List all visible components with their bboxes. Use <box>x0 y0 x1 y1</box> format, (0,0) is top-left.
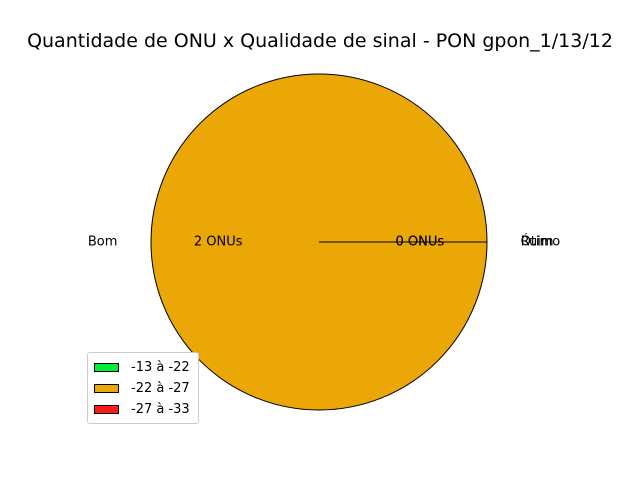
slice-value-label: 0 ONUs <box>395 235 444 250</box>
chart-title: Quantidade de ONU x Qualidade de sinal -… <box>27 30 613 52</box>
slice-category-label: Bom <box>88 235 118 250</box>
legend-swatch <box>94 405 119 414</box>
slice-value-label: 0 ONUs <box>395 235 444 250</box>
legend-item: -27 à -33 <box>94 399 190 420</box>
slice-category-label: Ruim <box>521 235 554 250</box>
legend-swatch <box>94 363 119 372</box>
legend-swatch <box>94 384 119 393</box>
legend-label: -27 à -33 <box>131 402 190 417</box>
slice-value-label: 2 ONUs <box>194 235 243 250</box>
legend-label: -22 à -27 <box>131 381 190 396</box>
legend-item: -22 à -27 <box>94 378 190 399</box>
legend-label: -13 à -22 <box>131 360 190 375</box>
chart-legend: -13 à -22 -22 à -27 -27 à -33 <box>87 352 199 424</box>
legend-item: -13 à -22 <box>94 357 190 378</box>
slice-category-label: Ótimo <box>521 234 561 250</box>
